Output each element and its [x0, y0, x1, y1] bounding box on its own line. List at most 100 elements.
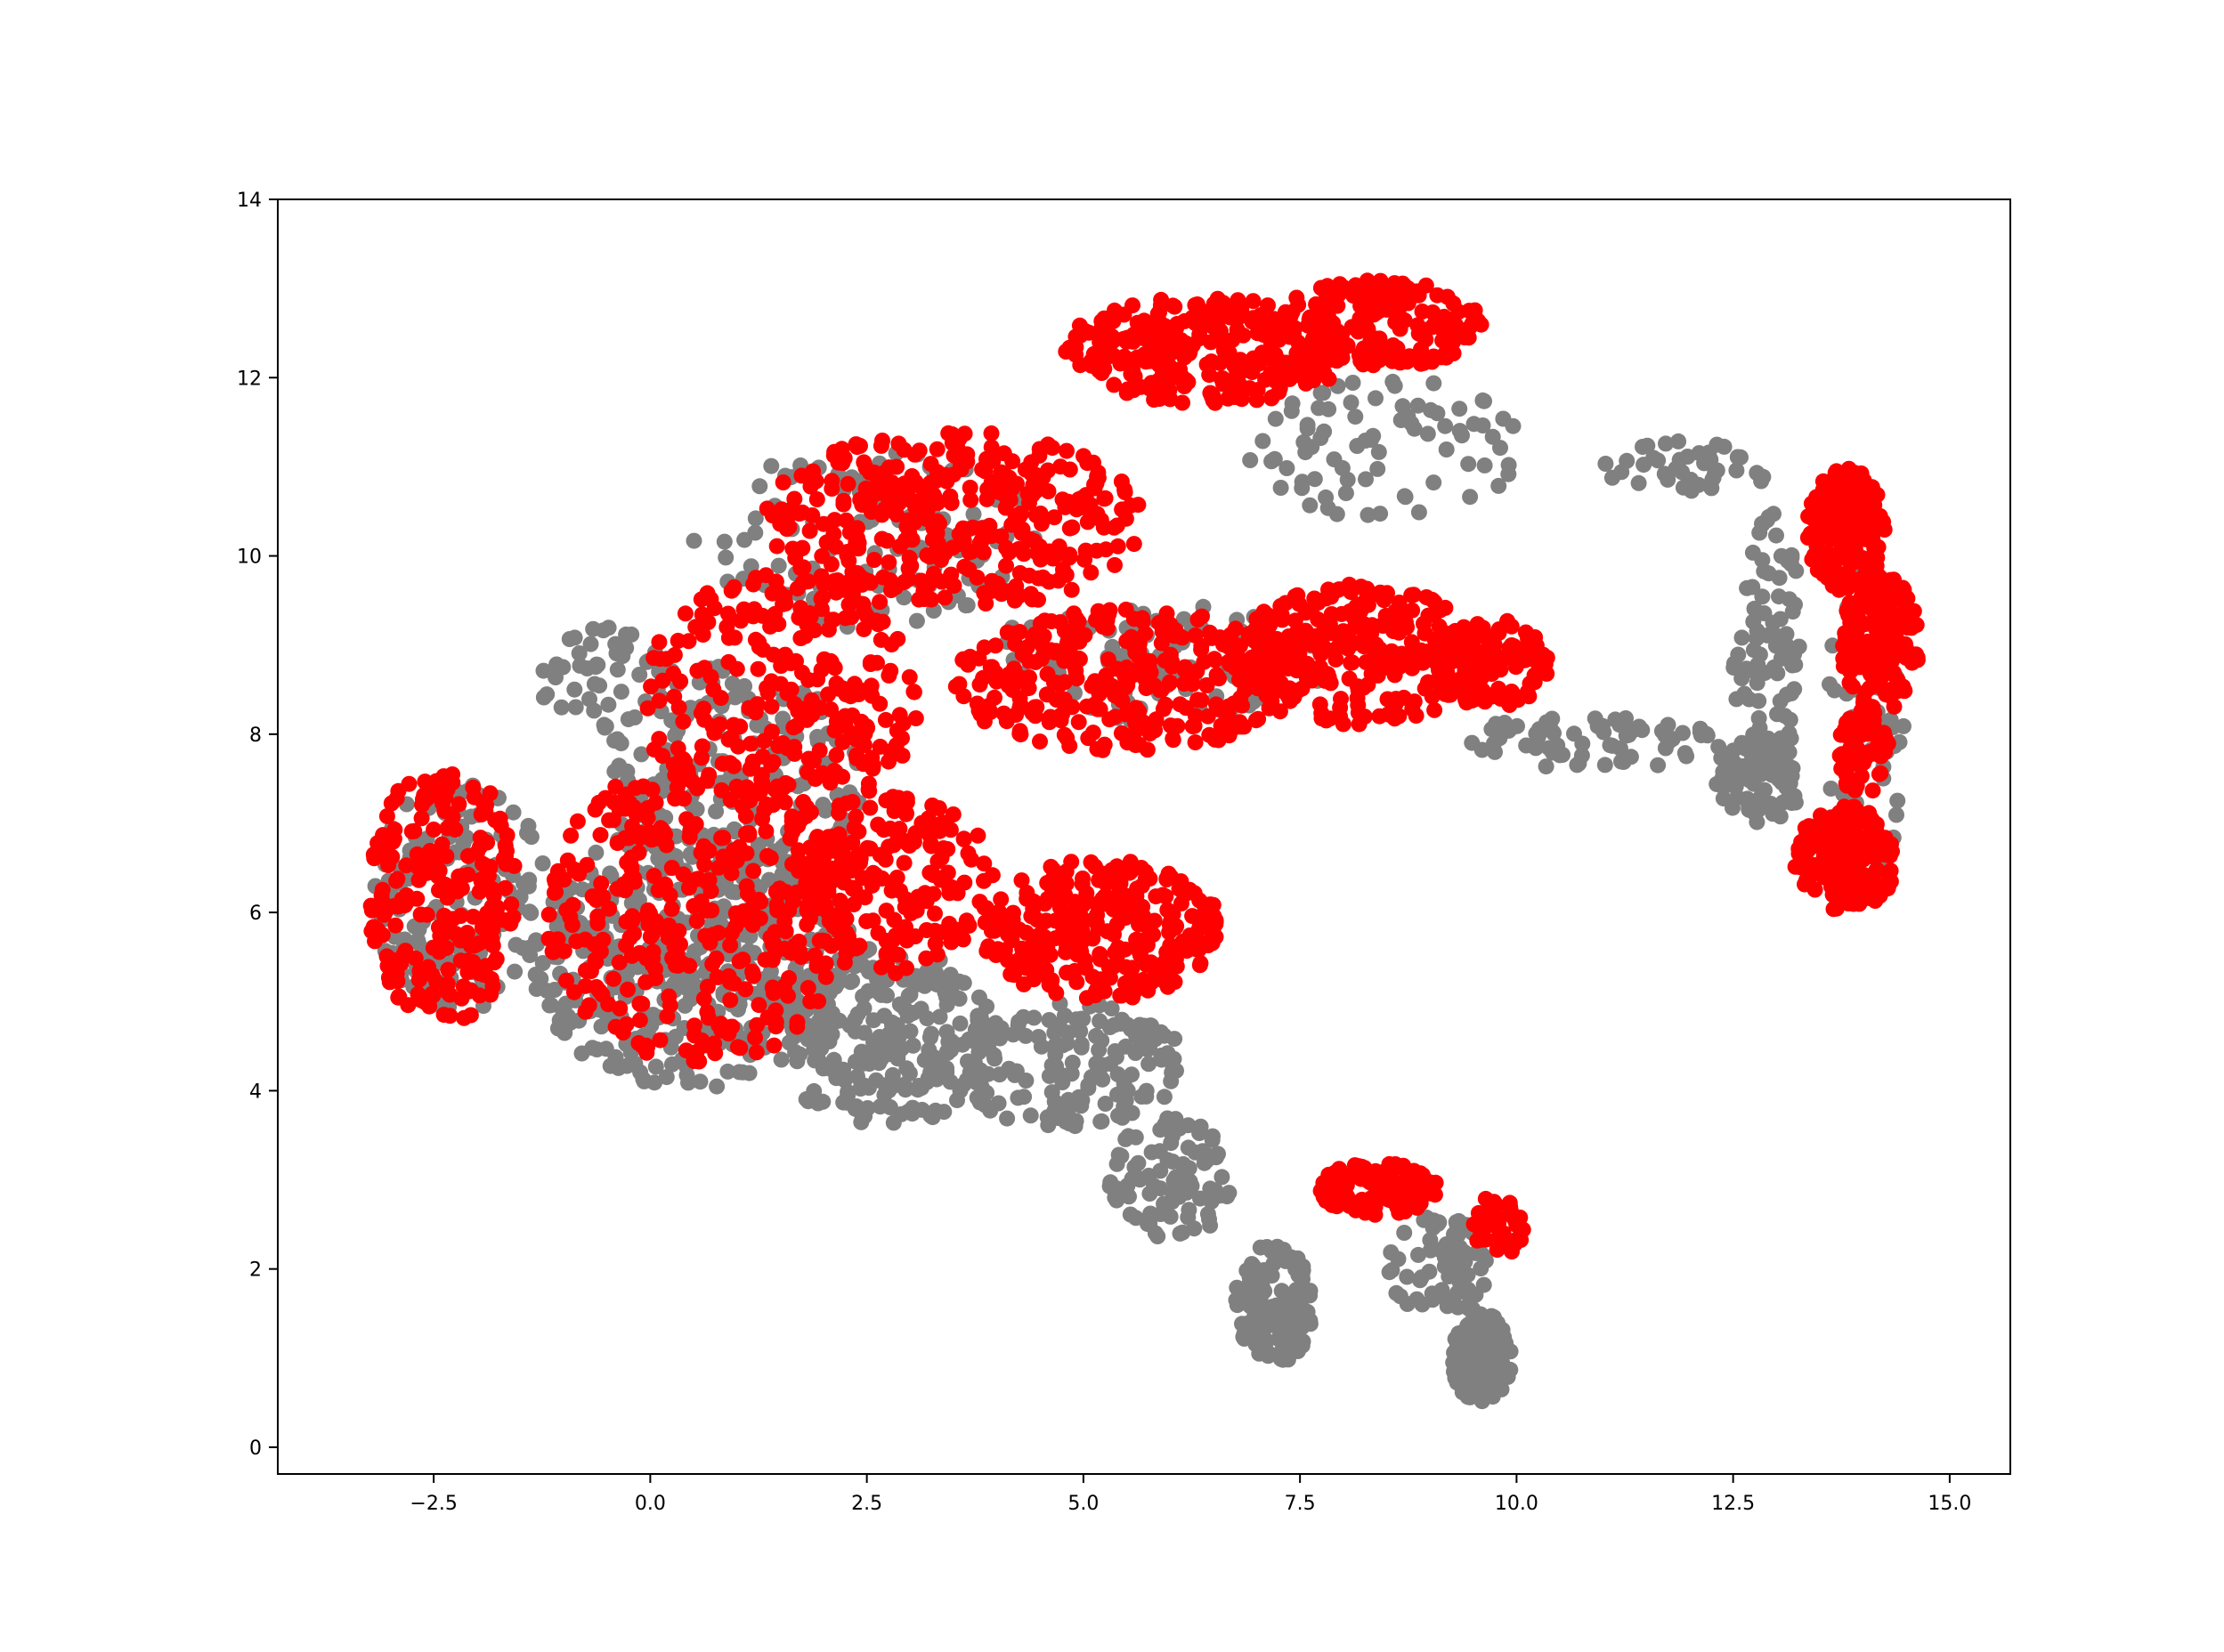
data-point	[1733, 734, 1750, 751]
data-point	[1119, 1016, 1136, 1033]
data-point	[857, 459, 874, 476]
data-point	[1715, 790, 1732, 807]
data-point	[1089, 981, 1105, 998]
data-point	[688, 912, 705, 929]
data-point	[959, 446, 976, 463]
data-point	[613, 684, 629, 700]
data-point	[1043, 858, 1059, 875]
data-point	[597, 790, 613, 806]
data-point	[763, 458, 780, 474]
data-point	[679, 762, 696, 779]
data-point	[1205, 392, 1222, 409]
data-point	[1209, 290, 1226, 307]
data-point	[1127, 1210, 1144, 1227]
data-point	[917, 489, 934, 506]
data-point	[1333, 605, 1350, 622]
data-point	[718, 549, 735, 566]
data-point	[921, 1029, 938, 1046]
data-point	[737, 807, 754, 824]
data-point	[1618, 710, 1634, 726]
data-point	[1272, 480, 1289, 496]
data-point	[1143, 1144, 1160, 1161]
data-point	[870, 616, 887, 633]
data-point	[686, 943, 703, 960]
data-point	[1440, 682, 1457, 699]
data-point	[1438, 441, 1455, 458]
data-point	[1466, 1315, 1483, 1332]
data-point	[1067, 1011, 1084, 1028]
data-point	[754, 607, 771, 624]
data-point	[750, 660, 767, 677]
data-point	[617, 882, 634, 899]
data-point	[1738, 660, 1755, 677]
data-point	[1278, 460, 1295, 476]
data-point	[663, 1056, 680, 1073]
data-point	[428, 781, 445, 798]
data-point	[1409, 397, 1426, 414]
data-point	[776, 794, 793, 811]
data-point	[1021, 567, 1038, 584]
data-point	[719, 605, 736, 622]
data-point	[1726, 755, 1742, 772]
data-point	[732, 1040, 749, 1057]
data-point	[736, 531, 753, 548]
data-point	[1389, 311, 1405, 328]
data-point	[472, 830, 489, 846]
data-point	[1077, 542, 1094, 559]
data-point	[1056, 888, 1073, 905]
data-point	[602, 1057, 619, 1074]
data-point	[962, 1064, 978, 1081]
data-point	[1152, 382, 1168, 399]
data-point	[1226, 357, 1243, 374]
data-point	[564, 896, 581, 913]
data-point	[1205, 927, 1222, 943]
data-point	[1573, 747, 1590, 764]
data-point	[1124, 636, 1141, 653]
data-point	[1225, 720, 1242, 737]
data-point	[439, 984, 456, 1000]
data-point	[1487, 743, 1503, 760]
data-point	[1306, 590, 1323, 607]
data-point	[800, 980, 816, 996]
data-point	[1206, 651, 1222, 668]
data-point	[445, 879, 462, 895]
data-point	[1756, 563, 1773, 579]
data-point	[1299, 420, 1316, 437]
data-point	[1454, 1328, 1471, 1345]
data-point	[1187, 296, 1204, 313]
data-point	[1266, 450, 1283, 467]
data-point	[692, 1073, 709, 1090]
data-point	[406, 822, 423, 839]
data-point	[468, 936, 485, 953]
data-point	[566, 681, 583, 698]
data-point	[962, 521, 978, 538]
data-point	[736, 677, 753, 694]
data-point	[841, 1017, 858, 1033]
data-point	[1473, 684, 1489, 700]
data-point	[1180, 1117, 1197, 1134]
data-point	[1104, 638, 1121, 655]
data-point	[1596, 757, 1613, 773]
data-point	[1039, 875, 1056, 891]
data-point	[1048, 692, 1065, 708]
data-point	[865, 552, 882, 568]
data-point	[1750, 692, 1767, 709]
data-point	[1746, 600, 1763, 617]
data-point	[417, 787, 434, 804]
data-point	[1206, 731, 1223, 748]
data-point	[1783, 795, 1800, 811]
data-point	[1131, 703, 1148, 720]
data-point	[672, 673, 689, 690]
data-point	[1152, 296, 1169, 313]
data-point	[1165, 941, 1182, 957]
data-point	[789, 1053, 806, 1070]
data-point	[770, 738, 787, 754]
data-point	[580, 997, 597, 1014]
data-point	[380, 857, 397, 873]
data-point	[413, 810, 430, 827]
data-point	[860, 1080, 877, 1096]
data-point	[1630, 474, 1647, 491]
data-point	[1425, 474, 1442, 491]
data-point	[1355, 340, 1372, 357]
data-point	[995, 466, 1012, 482]
